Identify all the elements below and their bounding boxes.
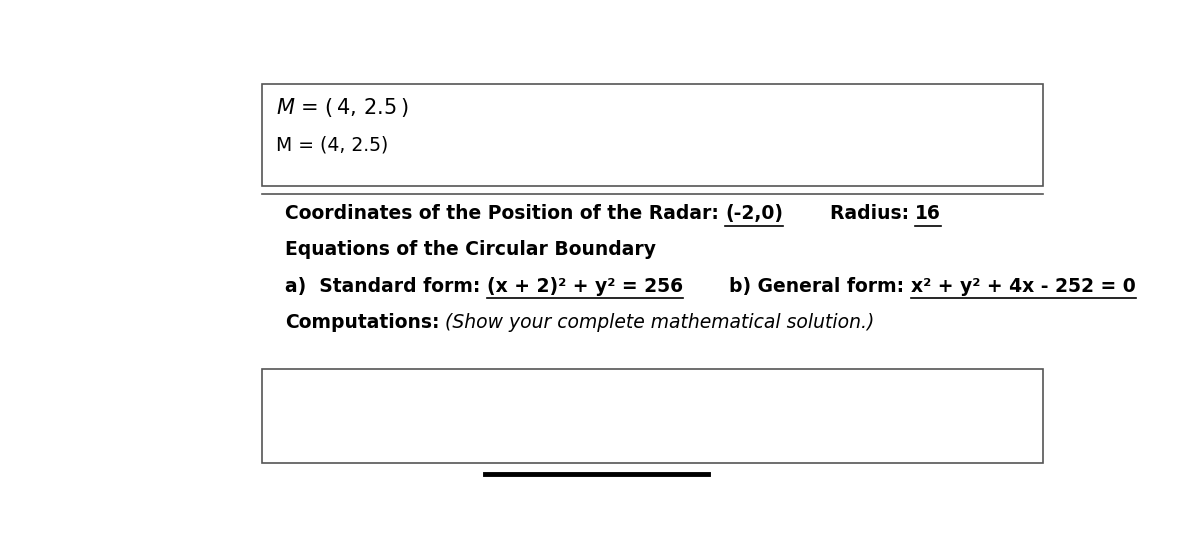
FancyBboxPatch shape	[262, 84, 1043, 186]
Text: (x + 2)² + y² = 256: (x + 2)² + y² = 256	[487, 276, 683, 296]
Text: Equations of the Circular Boundary: Equations of the Circular Boundary	[284, 240, 656, 259]
Text: 16: 16	[916, 204, 941, 223]
Text: Radius:: Radius:	[829, 204, 916, 223]
Text: (Show your complete mathematical solution.): (Show your complete mathematical solutio…	[439, 313, 875, 332]
Text: M = (4, 2.5): M = (4, 2.5)	[276, 136, 388, 155]
Text: b) General form:: b) General form:	[730, 276, 911, 296]
Text: a)  Standard form:: a) Standard form:	[284, 276, 487, 296]
FancyBboxPatch shape	[262, 370, 1043, 463]
Text: Computations:: Computations:	[284, 313, 439, 332]
Text: x² + y² + 4x - 252 = 0: x² + y² + 4x - 252 = 0	[911, 276, 1135, 296]
Text: Coordinates of the Position of the Radar:: Coordinates of the Position of the Radar…	[284, 204, 725, 223]
Text: (-2,0): (-2,0)	[725, 204, 784, 223]
Text: $\mathit{M}$ = $\left(\,4,\,2.5\,\right)$: $\mathit{M}$ = $\left(\,4,\,2.5\,\right)…	[276, 95, 408, 119]
